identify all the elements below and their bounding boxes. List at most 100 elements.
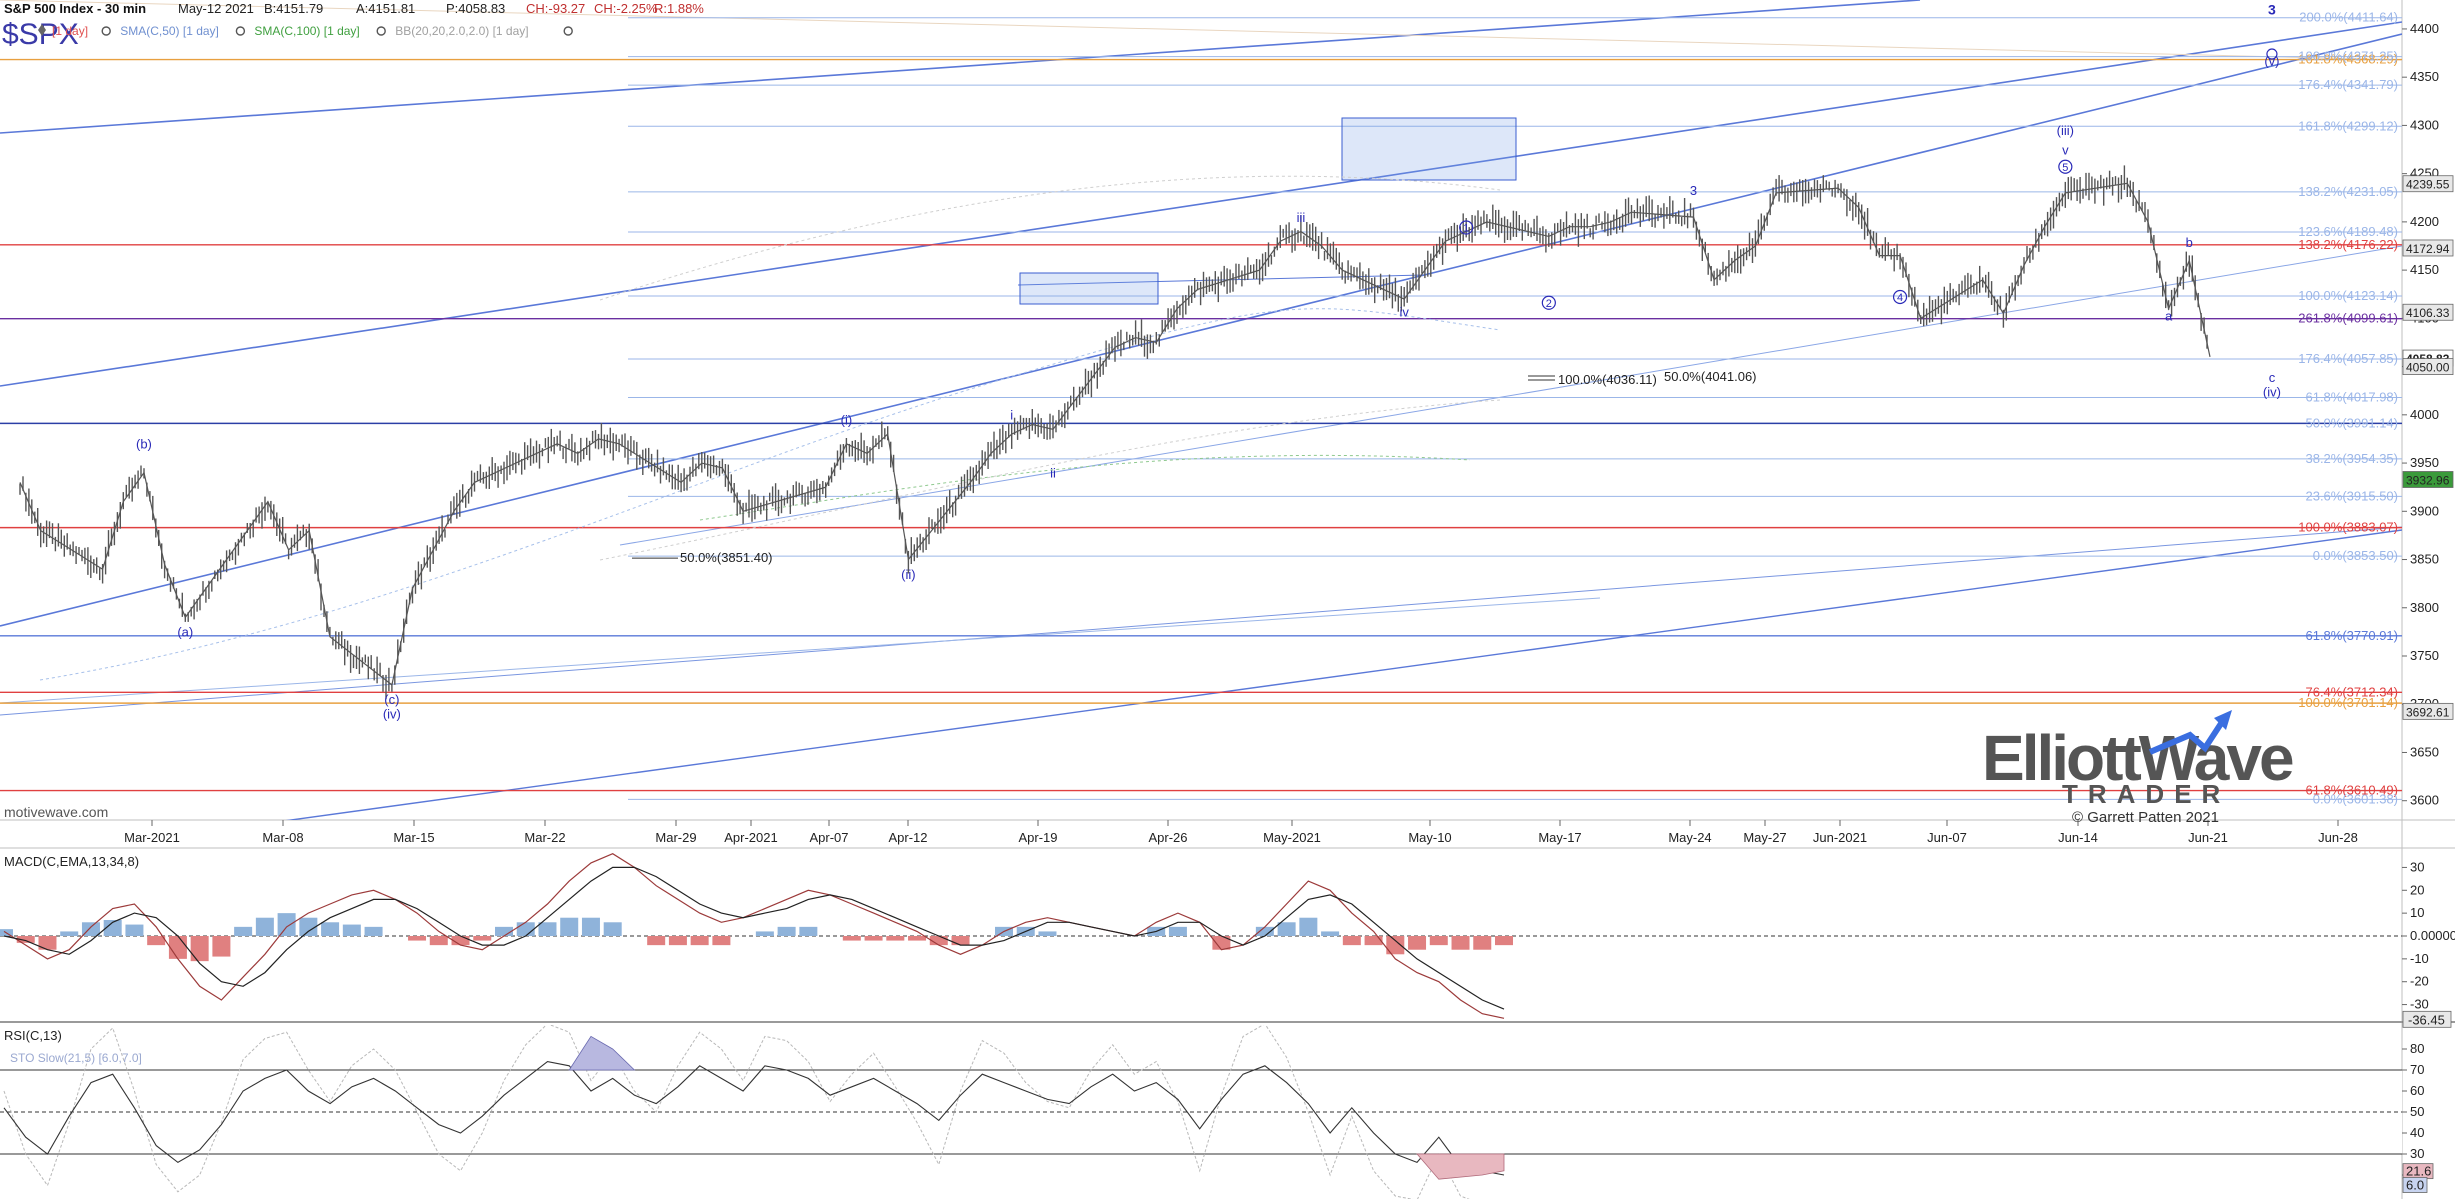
macd-hist-bar <box>1299 917 1318 936</box>
logo-arrowhead-icon <box>2214 710 2232 730</box>
macd-hist-bar <box>1495 936 1513 946</box>
time-tick-label-1: Mar-08 <box>262 830 303 845</box>
price-tag-5: 3932.96 <box>2406 473 2450 487</box>
price-line <box>19 182 2211 686</box>
study-label-0: [1 day] <box>52 24 88 38</box>
price-tag-2: 4106.33 <box>2406 306 2450 320</box>
macd-hist-bar <box>842 936 861 941</box>
price-tag-0: 4239.55 <box>2406 178 2450 192</box>
macd-hist-bar <box>451 936 470 946</box>
time-tick-label-16: Jun-07 <box>1927 830 1967 845</box>
annot-fib-50: 50.0%(4041.06) <box>1664 369 1757 384</box>
price-series <box>19 165 2211 700</box>
macd-hist-bar <box>429 936 448 946</box>
price-tag-6: 3692.61 <box>2406 705 2450 719</box>
macd-line <box>3 853 1505 1019</box>
fib-label-13: 38.2%(3954.35) <box>2305 451 2398 466</box>
time-tick-label-19: Jun-28 <box>2318 830 2358 845</box>
macd-hist-bar <box>647 936 666 946</box>
fibonacci-levels <box>0 17 2402 800</box>
sma-50-curve <box>39 308 1501 681</box>
fib-label-10: 176.4%(4057.85) <box>2298 351 2398 366</box>
time-tick-label-3: Mar-22 <box>524 830 565 845</box>
macd-hist-bar <box>147 936 166 946</box>
header-change-pct: CH:-2.25% <box>594 1 658 16</box>
rsi-tick-label-70: 70 <box>2410 1062 2424 1077</box>
macd-hist-bar <box>1342 936 1361 946</box>
rsi-overbought-fill <box>568 1035 636 1071</box>
macd-hist-bar <box>38 936 57 950</box>
macd-tick-label-0: 0.00000 <box>2410 928 2455 943</box>
fib-label-16: 0.0%(3853.50) <box>2313 548 2398 563</box>
time-tick-label-4: Mar-29 <box>655 830 696 845</box>
price-tick-label-4350: 4350 <box>2410 69 2439 84</box>
macd-hist-bar <box>908 936 927 941</box>
time-axis[interactable]: Mar-2021 Mar-08 Mar-15 Mar-22 Mar-29 Apr-2021… <box>124 820 2358 845</box>
price-axis[interactable]: 3600365037003750380038503900395040004050… <box>2298 10 2454 808</box>
time-tick-label-2: Mar-15 <box>393 830 434 845</box>
header-range: R:1.88% <box>654 1 704 16</box>
macd-hist-bar <box>495 926 513 936</box>
macd-hist-bar <box>342 924 361 936</box>
trend-line-6 <box>0 597 1601 704</box>
time-tick-label-17: Jun-14 <box>2058 830 2098 845</box>
rsi-line <box>3 1061 1505 1176</box>
fib-label-21: 0.0%(3601.38) <box>2313 791 2398 806</box>
wave-label-22: (v) <box>2264 54 2279 69</box>
macd-hist-bar <box>16 936 35 943</box>
rsi-tick-label-50: 50 <box>2410 1104 2424 1119</box>
macd-hist-bar <box>1321 931 1340 936</box>
price-tick-label-3600: 3600 <box>2410 793 2439 808</box>
time-tick-label-14: May-27 <box>1743 830 1786 845</box>
macd-tick-label--30: -30 <box>2410 997 2429 1012</box>
macd-hist-bar <box>1168 926 1187 936</box>
macd-tick-label--10: -10 <box>2410 951 2429 966</box>
fib-label-0: 200.0%(4411.64) <box>2299 10 2398 25</box>
sma-100-curve <box>699 454 1471 521</box>
rsi-axis: 8070605040302021.66.0 <box>2402 1041 2434 1193</box>
wave-labels: (a)(b)(c)(iv)(i)(ii)iiiiiiiv1234(iii)v5a… <box>136 1 2281 721</box>
bb-lower-curve <box>599 399 1501 561</box>
logo-wordmark: ElliottWave <box>1982 722 2293 794</box>
price-tick-label-3900: 3900 <box>2410 503 2439 518</box>
fib-label-6: 123.6%(4189.48) <box>2298 224 2398 239</box>
macd-tick-label--20: -20 <box>2410 974 2429 989</box>
wave-label-6: i <box>1010 408 1013 423</box>
macd-last-value: -36.45 <box>2408 1012 2445 1027</box>
rsi-tick-label-80: 80 <box>2410 1041 2424 1056</box>
macd-tick-label-30: 30 <box>2410 859 2424 874</box>
fib-label-5: 138.2%(4231.05) <box>2298 184 2398 199</box>
time-tick-label-13: May-24 <box>1668 830 1711 845</box>
wave-label-17: a <box>2165 308 2173 323</box>
fib-label-11: 61.8%(4017.98) <box>2305 389 2398 404</box>
logo-arrow-icon <box>2148 720 2225 755</box>
macd-hist-bar <box>581 917 600 936</box>
macd-hist-bar <box>929 936 948 946</box>
price-tick-label-3950: 3950 <box>2410 455 2439 470</box>
price-tick-label-3850: 3850 <box>2410 552 2439 567</box>
time-tick-label-12: May-17 <box>1538 830 1581 845</box>
macd-pane[interactable] <box>0 853 2402 1019</box>
macd-hist-bar <box>755 931 774 936</box>
sto-last-value: 6.0 <box>2406 1178 2424 1193</box>
rsi-tick-label-30: 30 <box>2410 1146 2424 1161</box>
study-gear-icon-3 <box>563 26 573 36</box>
wave-label-4: (i) <box>841 412 853 427</box>
rsi-pane[interactable] <box>0 1024 2402 1199</box>
macd-hist-bar <box>886 936 905 941</box>
macd-hist-bar <box>560 917 579 936</box>
rsi-tick-label-60: 60 <box>2410 1083 2424 1098</box>
price-tick-label-3650: 3650 <box>2410 744 2439 759</box>
header-price: P:4058.83 <box>446 1 505 16</box>
macd-hist-bar <box>1038 931 1057 936</box>
fib-label-2: 100.0%(4371.25) <box>2298 49 2398 64</box>
time-tick-label-9: Apr-26 <box>1148 830 1187 845</box>
annotations: 100.0%(4036.11) 50.0%(4041.06) 50.0%(3851.… <box>632 369 1757 565</box>
macd-hist-bar <box>1212 936 1231 950</box>
study-gear-icon-1 <box>235 26 246 36</box>
trend-line-8 <box>0 0 2402 61</box>
wave-label-7: ii <box>1050 466 1056 481</box>
fib-label-8: 100.0%(4123.14) <box>2298 288 2398 303</box>
study-list[interactable]: [1 day] SMA(C,50) [1 day] SMA(C,100) [1 da… <box>38 24 573 38</box>
